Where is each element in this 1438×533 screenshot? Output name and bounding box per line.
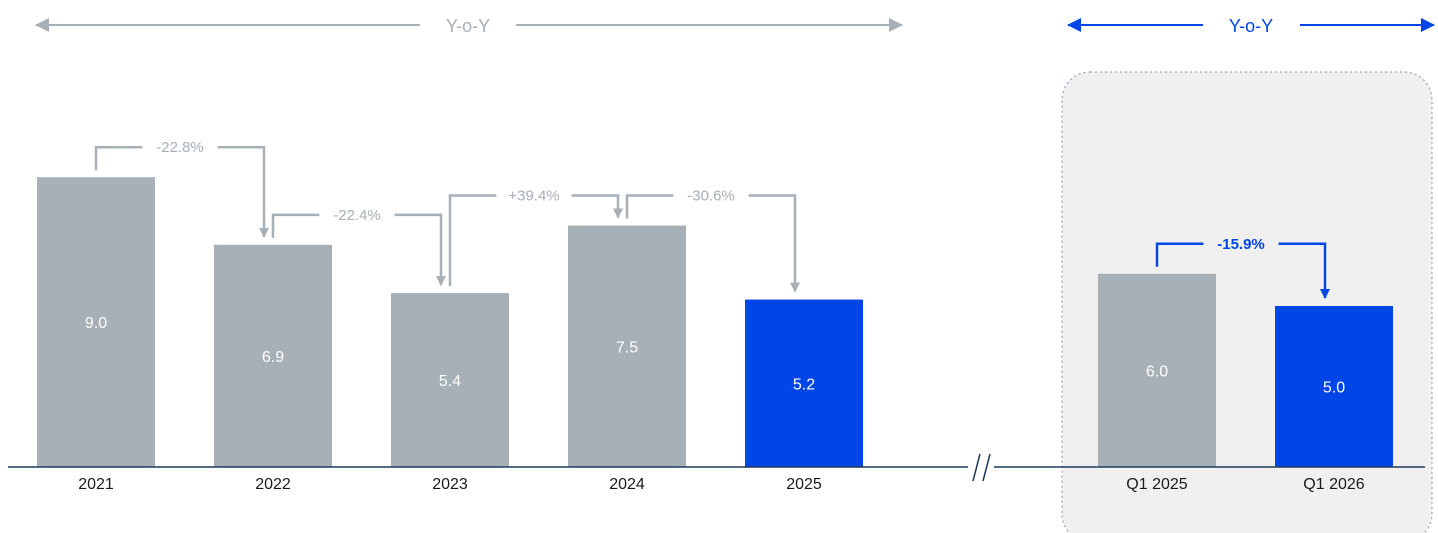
category-label: Q1 2026 [1303, 476, 1364, 493]
change-arrow-quarterly-0: -15.9% [1155, 236, 1330, 299]
bar-value-label: 5.0 [1323, 380, 1345, 397]
annual-yoy-header: Y-o-Y [35, 16, 903, 36]
change-label: -15.9% [1217, 236, 1265, 253]
bar-2025 [745, 299, 863, 467]
change-arrow-annual-3: -30.6% [625, 188, 800, 293]
change-label: +39.4% [508, 188, 559, 205]
change-label: -22.8% [156, 139, 204, 156]
bar-q1-2026 [1275, 306, 1393, 467]
bar-value-label: 6.0 [1146, 363, 1168, 380]
bar-q1-2025 [1098, 273, 1216, 467]
category-label: 2021 [78, 476, 114, 493]
change-arrows-layer: -22.8% -22.4% +39.4% -30.6% -15.9% [94, 139, 1330, 299]
category-label: 2025 [786, 476, 822, 493]
bar-2021 [37, 177, 155, 467]
change-label: -22.4% [333, 207, 381, 224]
change-arrow-annual-1: -22.4% [271, 207, 446, 287]
annual-header-label: Y-o-Y [446, 16, 490, 36]
bar-2023 [391, 293, 509, 467]
bars-layer: 9.0 6.9 5.4 7.5 5.2 6.0 5.0 [37, 177, 1393, 467]
bar-value-label: 6.9 [262, 349, 284, 366]
category-label: 2024 [609, 476, 645, 493]
quarterly-yoy-header: Y-o-Y [1067, 16, 1435, 36]
bar-2022 [214, 244, 332, 467]
category-label: Q1 2025 [1126, 476, 1187, 493]
bar-value-label: 7.5 [616, 339, 638, 356]
bar-value-label: 5.2 [793, 376, 815, 393]
bar-value-label: 9.0 [85, 315, 107, 332]
category-labels-layer: 2021 2022 2023 2024 2025 Q1 2025 Q1 2026 [78, 476, 1365, 493]
category-label: 2023 [432, 476, 468, 493]
axis-break [968, 453, 994, 482]
bar-value-label: 5.4 [439, 373, 461, 390]
bar-2024 [568, 225, 686, 467]
category-label: 2022 [255, 476, 291, 493]
change-arrow-annual-2: +39.4% [448, 188, 623, 287]
change-label: -30.6% [687, 188, 735, 205]
change-arrow-annual-0: -22.8% [94, 139, 269, 238]
quarterly-header-label: Y-o-Y [1229, 16, 1273, 36]
